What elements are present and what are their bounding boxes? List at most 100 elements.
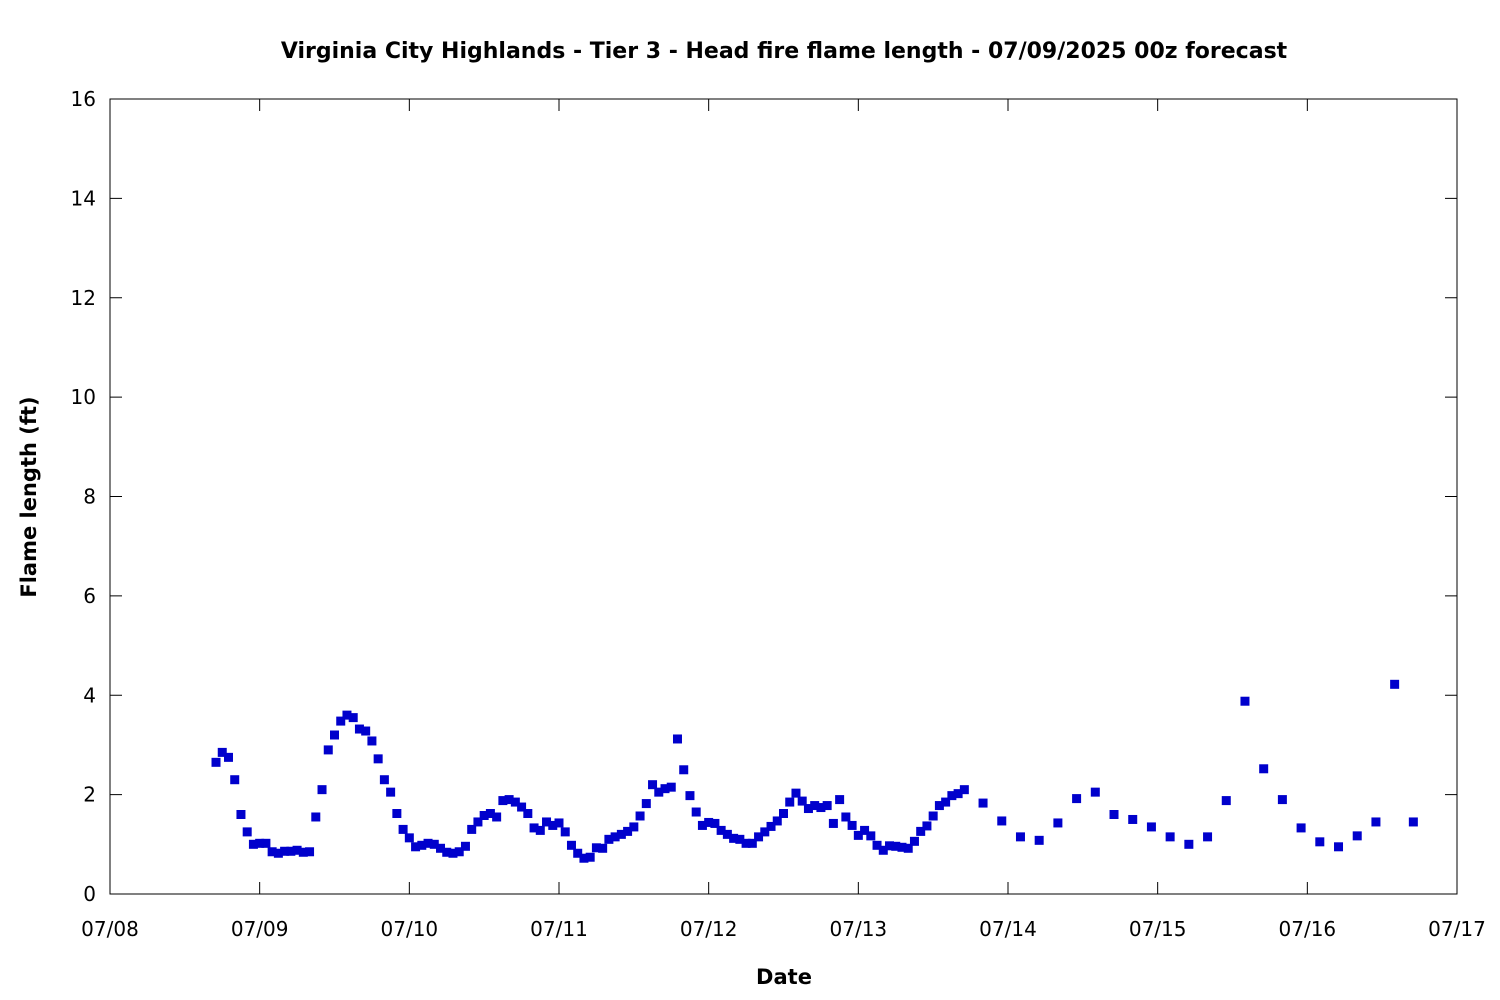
data-point <box>1259 764 1269 774</box>
data-point <box>978 798 988 808</box>
data-point <box>1240 696 1250 706</box>
data-point <box>1128 814 1138 824</box>
y-tick-label: 0 <box>83 882 96 906</box>
data-point <box>691 807 701 817</box>
data-point <box>286 846 296 856</box>
data-point <box>685 791 695 801</box>
data-point <box>311 812 321 822</box>
data-point <box>947 791 957 801</box>
data-point <box>872 840 882 850</box>
data-point <box>959 785 969 795</box>
data-point <box>379 775 389 785</box>
data-point <box>398 824 408 834</box>
y-tick-label: 8 <box>83 485 96 509</box>
data-point <box>1072 794 1082 804</box>
data-point <box>903 843 913 853</box>
data-point <box>722 829 732 839</box>
data-point <box>417 840 427 850</box>
data-point <box>442 847 452 857</box>
data-point <box>772 816 782 826</box>
data-point <box>361 726 371 736</box>
data-point <box>916 826 926 836</box>
data-point <box>573 848 583 858</box>
axis-ticks <box>109 98 1458 895</box>
data-point <box>255 838 265 848</box>
data-point <box>467 824 477 834</box>
data-point <box>542 817 552 827</box>
data-point <box>660 784 670 794</box>
y-tick-label: 16 <box>71 87 96 111</box>
data-point <box>816 803 826 813</box>
data-point <box>1034 835 1044 845</box>
data-point <box>810 801 820 811</box>
data-point <box>885 841 895 851</box>
data-point <box>629 822 639 832</box>
data-point <box>623 826 633 836</box>
data-point <box>473 817 483 827</box>
chart-title: Virginia City Highlands - Tier 3 - Head … <box>281 39 1288 64</box>
data-point <box>554 818 564 828</box>
data-point <box>386 787 396 797</box>
data-point <box>392 809 402 819</box>
data-point <box>822 801 832 811</box>
data-point <box>429 839 439 849</box>
data-point <box>223 752 233 762</box>
data-point <box>411 842 421 852</box>
data-point <box>591 843 601 853</box>
data-point <box>1352 831 1362 841</box>
data-point <box>697 820 707 830</box>
data-point <box>523 809 533 819</box>
y-tick-label: 6 <box>83 584 96 608</box>
data-point <box>828 818 838 828</box>
data-point <box>853 830 863 840</box>
data-point <box>436 843 446 853</box>
data-point <box>323 745 333 755</box>
data-point <box>1221 796 1231 806</box>
data-point <box>261 838 271 848</box>
data-point <box>666 782 676 792</box>
data-point <box>305 847 315 857</box>
data-point <box>348 713 358 723</box>
data-point <box>492 812 502 822</box>
y-tick-label: 12 <box>71 286 96 310</box>
data-point <box>566 840 576 850</box>
x-tick-label: 07/16 <box>1279 917 1337 941</box>
data-point <box>336 716 346 726</box>
data-point <box>847 820 857 830</box>
x-tick-label: 07/10 <box>381 917 439 941</box>
data-point <box>280 846 290 856</box>
x-tick-label: 07/09 <box>231 917 289 941</box>
data-point <box>1315 837 1325 847</box>
data-point <box>878 845 888 855</box>
data-point <box>922 821 932 831</box>
data-point <box>242 827 252 837</box>
data-point <box>548 820 558 830</box>
data-point <box>354 724 364 734</box>
data-point <box>460 841 470 851</box>
data-point <box>211 757 221 767</box>
data-point <box>1371 817 1381 827</box>
data-point <box>616 829 626 839</box>
x-tick-label: 07/11 <box>530 917 588 941</box>
data-point <box>909 836 919 846</box>
data-point <box>1165 832 1175 842</box>
data-point <box>1090 787 1100 797</box>
data-point <box>641 799 651 809</box>
x-tick-label: 07/17 <box>1428 917 1486 941</box>
data-point <box>1334 842 1344 852</box>
data-point <box>498 796 508 806</box>
data-point <box>598 843 608 853</box>
y-tick-label: 10 <box>71 385 96 409</box>
data-point <box>791 788 801 798</box>
data-point <box>485 809 495 819</box>
data-point <box>754 832 764 842</box>
x-tick-label: 07/14 <box>979 917 1037 941</box>
data-point <box>710 818 720 828</box>
data-point <box>273 848 283 858</box>
data-point <box>217 747 227 757</box>
y-tick-label: 2 <box>83 783 96 807</box>
x-tick-label: 07/15 <box>1129 917 1187 941</box>
data-point <box>654 787 664 797</box>
data-point <box>941 797 951 807</box>
